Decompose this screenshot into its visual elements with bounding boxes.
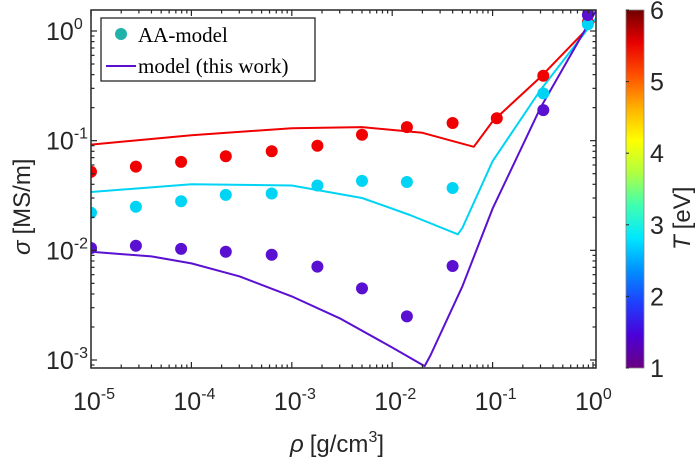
x-axis-tick-labels: 10-5 10-4 10-3 10-2 10-1 100: [73, 386, 612, 416]
plot-frame: [90, 9, 597, 369]
colorbar-tick-labels: 1 2 3 4 5 6: [626, 0, 664, 383]
x-tick-label: 10-5: [73, 386, 115, 416]
data-point: [446, 117, 459, 129]
y-tick-label: 10-2: [46, 235, 88, 265]
y-tick-label: 10-3: [46, 345, 88, 375]
colorbar-tick-label: 2: [650, 283, 664, 311]
legend-marker-aa-model: [115, 28, 127, 40]
colorbar-gradient: [625, 9, 645, 369]
data-point: [537, 87, 550, 100]
data-point: [537, 69, 550, 82]
legend-label-model: model (this work): [138, 54, 288, 78]
data-point: [537, 104, 550, 117]
data-point: [129, 160, 142, 173]
y-axis-tick-labels: 10-3 10-2 10-1 100: [46, 16, 88, 375]
data-point: [265, 248, 278, 261]
y-tick-label: 10-1: [46, 126, 88, 156]
colorbar: 1 2 3 4 5 6 T[eV]: [625, 0, 696, 383]
data-point: [129, 200, 142, 213]
legend-label-aa-model: AA-model: [138, 23, 228, 47]
colorbar-tick-label: 5: [650, 69, 664, 97]
colorbar-label: T[eV]: [669, 187, 696, 250]
data-point: [356, 282, 368, 295]
data-point: [265, 187, 278, 200]
data-point: [175, 242, 188, 255]
legend: AA-model model (this work): [100, 17, 316, 82]
data-point: [265, 145, 278, 158]
y-axis-ticks: [91, 30, 596, 366]
data-point: [581, 18, 594, 31]
data-point: [446, 260, 459, 272]
series-line-5: [91, 10, 596, 368]
x-tick-label: 10-4: [173, 386, 215, 416]
data-point: [175, 155, 188, 168]
x-axis-label: ρ [g/cm3]: [289, 429, 384, 458]
data-point: [356, 174, 368, 187]
colorbar-tick-label: 3: [650, 212, 664, 240]
data-point: [311, 139, 324, 152]
x-tick-label: 10-2: [374, 386, 416, 416]
data-point: [311, 179, 324, 192]
y-axis-label: σ[MS/m]: [9, 159, 36, 255]
data-point: [400, 121, 413, 134]
data-point: [219, 150, 232, 163]
data-point: [311, 260, 324, 273]
series-points: [91, 10, 594, 323]
series-line-4: [91, 16, 596, 236]
data-point: [400, 176, 413, 188]
data-point: [400, 310, 413, 323]
colorbar-tick-label: 6: [650, 0, 664, 25]
x-tick-label: 10-3: [274, 386, 316, 416]
colorbar-tick-label: 4: [650, 140, 664, 168]
data-point: [91, 165, 97, 178]
data-point: [446, 182, 459, 194]
data-point: [91, 242, 97, 254]
data-point: [175, 195, 188, 208]
data-point: [490, 112, 503, 125]
x-tick-label: 100: [575, 386, 612, 416]
data-point: [129, 239, 142, 252]
data-point: [581, 10, 594, 21]
colorbar-tick-label: 1: [650, 355, 664, 383]
data-point: [91, 206, 97, 219]
data-point: [219, 188, 232, 201]
y-tick-label: 100: [46, 16, 83, 46]
x-tick-label: 10-1: [475, 386, 517, 416]
series-lines: [91, 10, 596, 368]
x-axis-ticks: [90, 10, 594, 368]
series-line-3: [91, 18, 596, 148]
data-point: [219, 245, 232, 258]
legend-box: [100, 17, 316, 82]
data-point: [356, 128, 368, 141]
